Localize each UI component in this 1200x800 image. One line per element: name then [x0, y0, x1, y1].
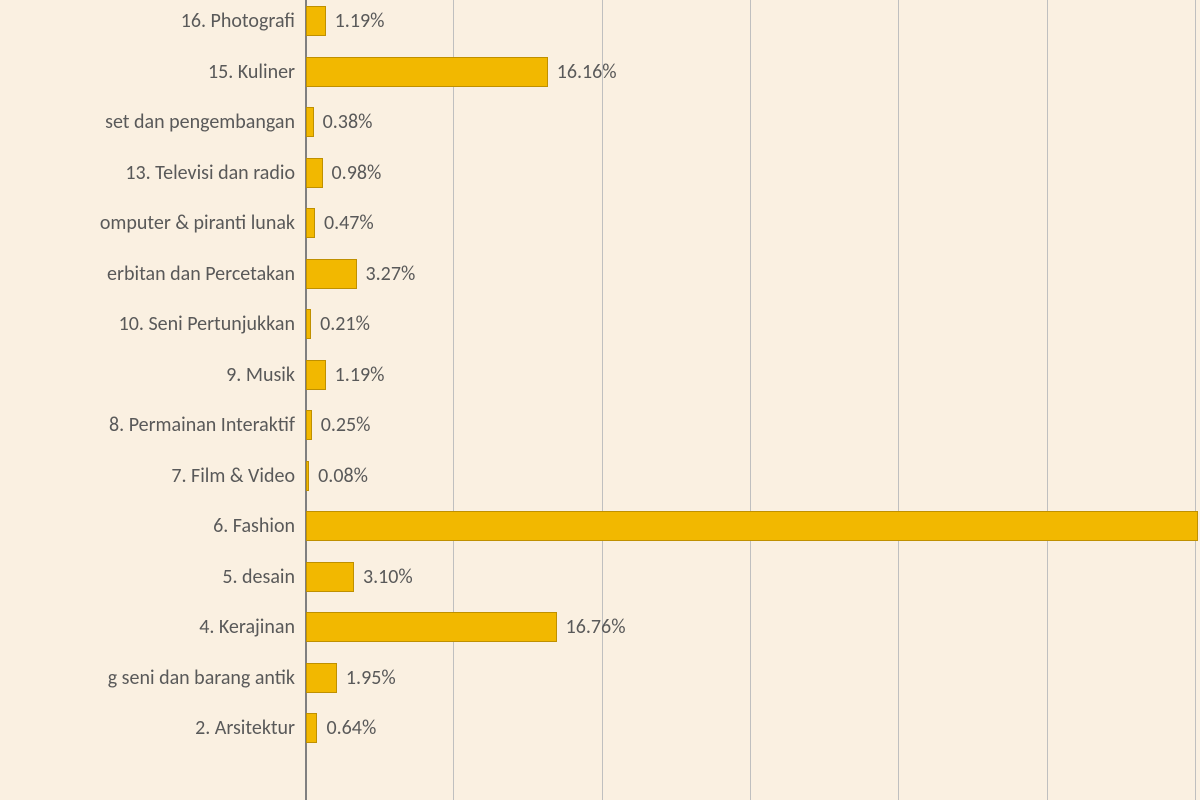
bar-row: 9. Musik1.19% — [305, 350, 1195, 401]
bar-chart: 16. Photografi1.19%15. Kuliner16.16%set … — [0, 0, 1200, 800]
bar-row: g seni dan barang antik1.95% — [305, 653, 1195, 704]
category-label: 15. Kuliner — [208, 60, 305, 84]
category-label: 9. Musik — [226, 363, 305, 387]
bar — [306, 208, 315, 238]
category-label: 13. Televisi dan radio — [125, 161, 305, 185]
bar — [306, 511, 1198, 541]
bar — [306, 107, 314, 137]
bar-row: set dan pengembangan0.38% — [305, 97, 1195, 148]
bar — [306, 410, 312, 440]
category-label: omputer & piranti lunak — [100, 211, 305, 235]
bar — [306, 259, 357, 289]
bar — [306, 6, 326, 36]
bar-row: 2. Arsitektur0.64% — [305, 703, 1195, 754]
bar — [306, 461, 309, 491]
value-label: 0.47% — [324, 211, 374, 235]
category-label: erbitan dan Percetakan — [107, 262, 305, 286]
bar — [306, 713, 317, 743]
value-label: 1.95% — [346, 666, 396, 690]
value-label: 0.08% — [318, 464, 368, 488]
bar — [306, 158, 323, 188]
value-label: 0.64% — [326, 716, 376, 740]
bar — [306, 309, 311, 339]
gridline — [1195, 0, 1196, 800]
category-label: 8. Permainan Interaktif — [109, 413, 305, 437]
value-label: 3.10% — [363, 565, 413, 589]
bar-row: erbitan dan Percetakan3.27% — [305, 249, 1195, 300]
value-label: 0.38% — [323, 110, 373, 134]
bar-row: omputer & piranti lunak0.47% — [305, 198, 1195, 249]
bar-row: 10. Seni Pertunjukkan0.21% — [305, 299, 1195, 350]
bar-row: 6. Fashion — [305, 501, 1195, 552]
category-label: g seni dan barang antik — [108, 666, 305, 690]
bar-row: 15. Kuliner16.16% — [305, 47, 1195, 98]
bar-row: 8. Permainan Interaktif0.25% — [305, 400, 1195, 451]
category-label: 4. Kerajinan — [199, 615, 305, 639]
value-label: 3.27% — [366, 262, 416, 286]
category-label: 6. Fashion — [213, 514, 305, 538]
bar-row: 7. Film & Video0.08% — [305, 451, 1195, 502]
plot-area: 16. Photografi1.19%15. Kuliner16.16%set … — [305, 0, 1195, 800]
bar — [306, 360, 326, 390]
bar — [306, 562, 354, 592]
value-label: 16.76% — [566, 615, 626, 639]
value-label: 0.25% — [321, 413, 371, 437]
bar — [306, 612, 557, 642]
value-label: 1.19% — [335, 9, 385, 33]
bar-row: 5. desain3.10% — [305, 552, 1195, 603]
category-label: 5. desain — [222, 565, 305, 589]
category-label: 16. Photografi — [181, 9, 305, 33]
category-label: 2. Arsitektur — [195, 716, 305, 740]
bar — [306, 57, 548, 87]
category-label: set dan pengembangan — [105, 110, 305, 134]
value-label: 16.16% — [557, 60, 617, 84]
bar-row: 4. Kerajinan16.76% — [305, 602, 1195, 653]
value-label: 0.21% — [320, 312, 370, 336]
bar-row: 13. Televisi dan radio0.98% — [305, 148, 1195, 199]
category-label: 7. Film & Video — [171, 464, 305, 488]
bar — [306, 663, 337, 693]
category-label: 10. Seni Pertunjukkan — [119, 312, 305, 336]
value-label: 0.98% — [332, 161, 382, 185]
bar-row: 16. Photografi1.19% — [305, 0, 1195, 47]
value-label: 1.19% — [335, 363, 385, 387]
